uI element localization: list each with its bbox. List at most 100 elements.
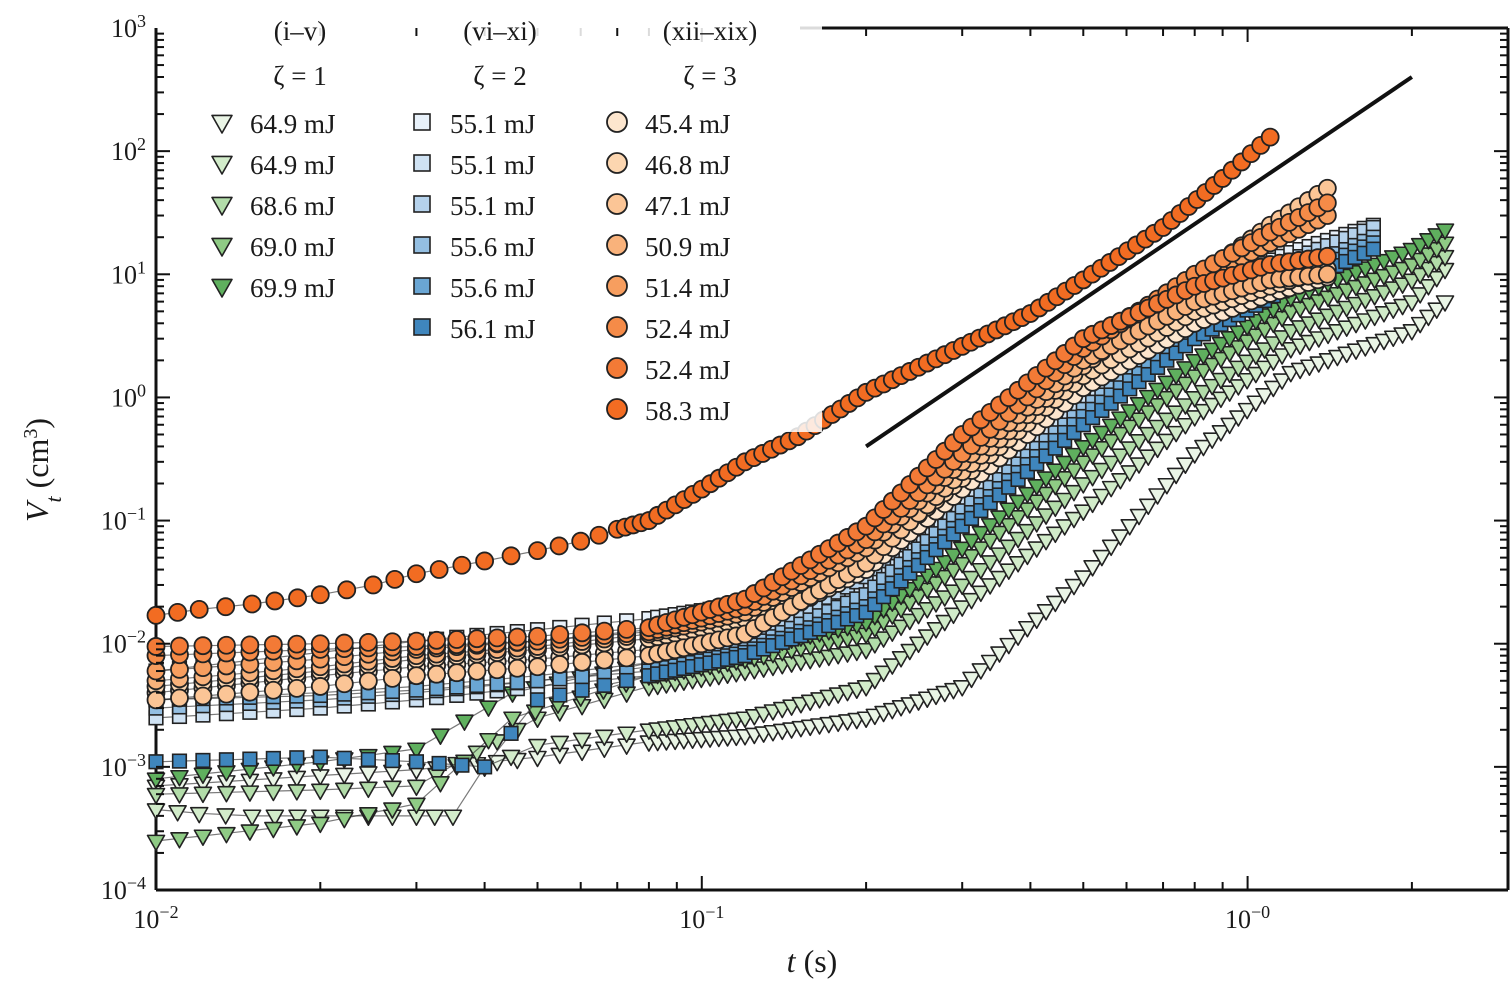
data-point-0-72	[1092, 549, 1112, 567]
data-point-17-19	[572, 623, 592, 643]
data-point-10-1	[171, 753, 188, 769]
data-point-2-68	[1055, 492, 1074, 510]
data-point-1-66	[1046, 526, 1065, 544]
data-point-9-19	[574, 669, 590, 685]
data-point-3-9	[359, 807, 378, 824]
data-point-4-14	[479, 700, 498, 717]
data-point-13-18	[550, 655, 570, 674]
data-point-1-12	[425, 809, 444, 827]
legend-marker-3-1	[606, 152, 628, 174]
data-point-17-14	[467, 629, 487, 649]
data-point-4-56	[952, 541, 972, 559]
data-point-2-86	[1220, 366, 1239, 384]
y-tick-label-2: 10−2	[101, 627, 146, 659]
series-0	[146, 295, 1455, 797]
data-point-2-6	[287, 784, 307, 801]
data-point-2-62	[999, 539, 1019, 557]
legend-marker-3-2	[606, 193, 628, 215]
data-point-1-59	[980, 578, 1000, 595]
data-point-1-61	[999, 563, 1019, 580]
data-point-4-83	[1202, 342, 1222, 360]
data-point-2-0	[146, 787, 166, 805]
data-point-10-4	[242, 751, 258, 767]
data-point-10-12	[431, 755, 447, 772]
data-point-1-105	[1402, 295, 1422, 312]
data-point-0-66	[1036, 604, 1056, 621]
data-point-3-2	[193, 829, 213, 847]
data-point-17-18	[550, 625, 570, 644]
data-point-1-64	[1027, 541, 1047, 558]
data-point-0-76	[1129, 508, 1149, 526]
y-axis-var: V	[19, 499, 55, 522]
y-tick-label-0: 10−4	[101, 873, 146, 905]
data-point-1-45	[856, 680, 876, 697]
data-point-10-8	[336, 750, 352, 766]
axis-ticks: 10−2 10−1 10−0 10−4 10−3 10−2 10−1 100 101 102 103	[101, 11, 1509, 934]
data-point-18-12	[429, 560, 449, 579]
data-point-0-92	[1272, 373, 1292, 390]
x-tick-label-2: 10−0	[1225, 902, 1270, 934]
data-point-17-13	[447, 630, 467, 649]
data-point-1-79	[1166, 425, 1186, 443]
data-point-13-16	[507, 658, 527, 678]
data-point-0-60	[980, 654, 1000, 672]
data-point-0-91	[1264, 380, 1283, 398]
data-point-9-15	[489, 676, 505, 692]
data-point-1-107	[1419, 278, 1438, 296]
data-point-4-78	[1157, 375, 1177, 393]
data-point-2-10	[383, 780, 402, 798]
data-point-2-56	[944, 584, 963, 601]
data-point-13-9	[358, 671, 378, 691]
data-point-4-11	[407, 742, 426, 760]
data-point-2-92	[1272, 330, 1292, 347]
data-point-4-13	[455, 714, 474, 731]
y-tick-label-3: 10−1	[101, 504, 146, 536]
data-point-4-88	[1246, 313, 1266, 331]
data-point-18-19	[589, 525, 609, 545]
data-point-1-49	[891, 650, 911, 668]
data-point-4-79	[1166, 368, 1186, 385]
data-point-1-81	[1185, 410, 1204, 427]
data-point-2-71	[1083, 469, 1102, 487]
data-point-2-79	[1157, 412, 1177, 430]
data-point-17-8	[334, 633, 354, 653]
data-point-17-7	[310, 634, 330, 654]
series-2	[146, 249, 1455, 805]
data-point-2-67	[1046, 500, 1065, 518]
data-point-1-54	[935, 614, 955, 632]
data-point-18-15	[501, 546, 521, 566]
data-point-2-85	[1211, 372, 1231, 390]
data-point-18-95	[1260, 127, 1280, 147]
legend-marker-1-0	[211, 114, 233, 134]
legend-zeta-3: ζ = 3	[683, 61, 736, 91]
data-point-2-52	[909, 607, 928, 625]
x-axis-title: t (s)	[787, 943, 838, 979]
data-point-2-78	[1148, 419, 1167, 437]
data-point-1-63	[1018, 548, 1037, 566]
data-point-13-7	[310, 677, 330, 696]
data-point-10-10	[384, 752, 400, 769]
data-point-13-17	[528, 657, 547, 677]
data-point-0-65	[1027, 612, 1047, 630]
axes-layer: 10−2 10−1 10−0 10−4 10−3 10−2 10−1 100 101 102 103	[101, 11, 1509, 934]
data-point-4-60	[990, 510, 1009, 527]
data-point-2-77	[1138, 426, 1158, 444]
data-point-1-50	[900, 643, 920, 661]
data-point-2-1	[170, 787, 189, 804]
data-point-2-61	[990, 547, 1009, 564]
data-point-4-73	[1111, 411, 1130, 428]
data-point-4-54	[935, 554, 955, 572]
data-point-2-49	[883, 625, 902, 642]
data-point-0-9	[359, 766, 378, 783]
data-point-1-91	[1272, 348, 1292, 365]
data-point-4-52	[917, 568, 937, 586]
data-point-1-57	[962, 592, 981, 610]
data-point-17-10	[382, 632, 402, 652]
y-tick-label-7: 103	[111, 11, 146, 43]
data-point-13-2	[193, 686, 213, 706]
data-point-3-8	[335, 811, 354, 829]
legend-range-2: (vi–xi)	[463, 16, 537, 46]
data-point-0-89	[1246, 395, 1266, 412]
data-point-1-74	[1120, 465, 1140, 482]
legend-label-3-2: 47.1 mJ	[645, 191, 731, 221]
